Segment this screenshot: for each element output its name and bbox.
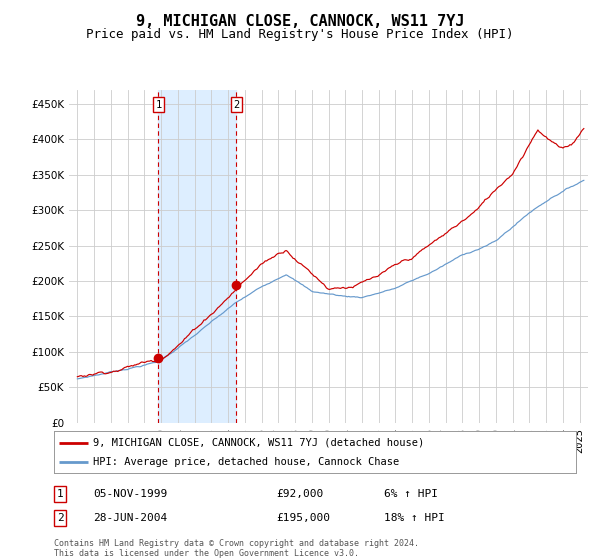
Text: £92,000: £92,000 [276, 489, 323, 499]
Text: Price paid vs. HM Land Registry's House Price Index (HPI): Price paid vs. HM Land Registry's House … [86, 28, 514, 41]
Text: 05-NOV-1999: 05-NOV-1999 [93, 489, 167, 499]
Text: 28-JUN-2004: 28-JUN-2004 [93, 513, 167, 523]
Text: 18% ↑ HPI: 18% ↑ HPI [384, 513, 445, 523]
Text: 9, MICHIGAN CLOSE, CANNOCK, WS11 7YJ (detached house): 9, MICHIGAN CLOSE, CANNOCK, WS11 7YJ (de… [93, 437, 424, 447]
Text: £195,000: £195,000 [276, 513, 330, 523]
Text: 9, MICHIGAN CLOSE, CANNOCK, WS11 7YJ: 9, MICHIGAN CLOSE, CANNOCK, WS11 7YJ [136, 14, 464, 29]
Text: 1: 1 [155, 100, 161, 110]
Bar [158, 90, 236, 423]
Text: 6% ↑ HPI: 6% ↑ HPI [384, 489, 438, 499]
Text: Contains HM Land Registry data © Crown copyright and database right 2024.
This d: Contains HM Land Registry data © Crown c… [54, 539, 419, 558]
Text: HPI: Average price, detached house, Cannock Chase: HPI: Average price, detached house, Cann… [93, 457, 400, 467]
Text: 1: 1 [56, 489, 64, 499]
Text: 2: 2 [233, 100, 239, 110]
Text: 2: 2 [56, 513, 64, 523]
